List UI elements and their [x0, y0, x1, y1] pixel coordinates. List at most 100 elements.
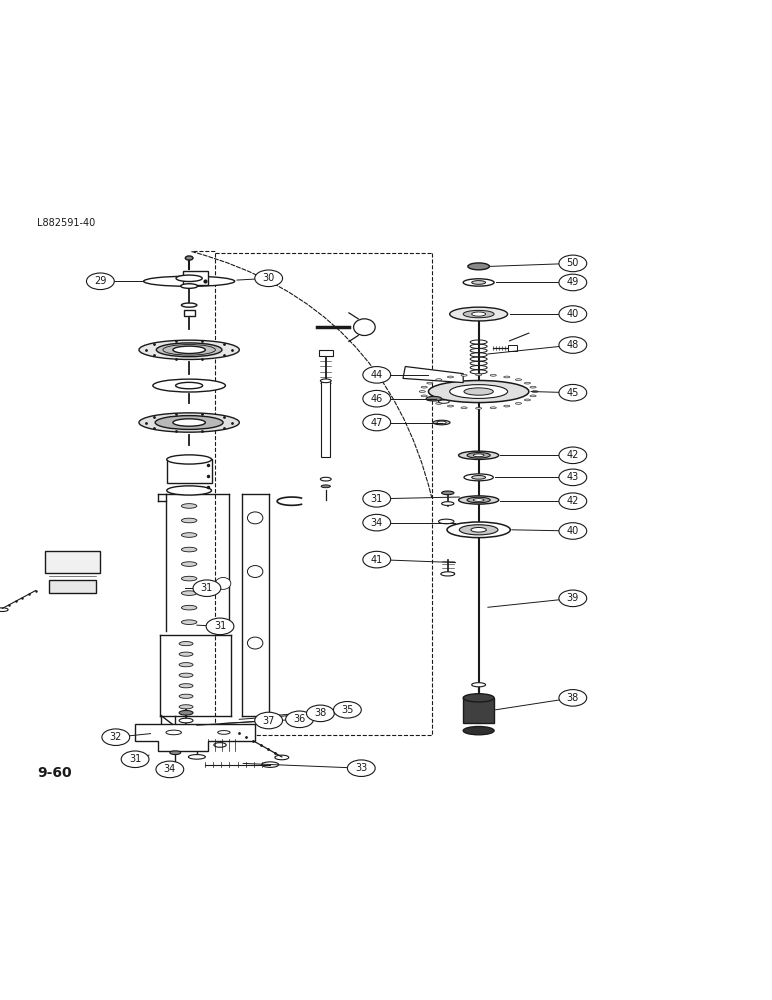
Ellipse shape: [559, 590, 587, 607]
Ellipse shape: [472, 312, 486, 316]
Ellipse shape: [449, 307, 508, 321]
Ellipse shape: [472, 683, 486, 687]
Ellipse shape: [155, 416, 223, 429]
Ellipse shape: [467, 497, 490, 503]
Ellipse shape: [255, 712, 283, 729]
Ellipse shape: [516, 402, 522, 404]
Ellipse shape: [218, 731, 230, 734]
Ellipse shape: [102, 729, 130, 745]
Ellipse shape: [181, 562, 197, 566]
Ellipse shape: [463, 310, 494, 318]
Text: 45: 45: [567, 388, 579, 398]
Ellipse shape: [179, 718, 193, 723]
Bar: [319, 350, 333, 356]
Ellipse shape: [559, 523, 587, 539]
Text: 41: 41: [371, 555, 383, 565]
Ellipse shape: [181, 576, 197, 581]
Ellipse shape: [86, 273, 114, 290]
Ellipse shape: [427, 399, 433, 401]
Ellipse shape: [176, 275, 202, 282]
Bar: [184, 310, 195, 316]
Ellipse shape: [170, 765, 181, 769]
Ellipse shape: [559, 469, 587, 486]
Ellipse shape: [206, 618, 234, 635]
Ellipse shape: [532, 391, 538, 392]
Text: 38: 38: [567, 693, 579, 703]
Bar: [183, 271, 208, 285]
Ellipse shape: [459, 496, 499, 504]
Ellipse shape: [447, 405, 453, 407]
Ellipse shape: [181, 533, 197, 537]
Ellipse shape: [144, 276, 235, 286]
Bar: [463, 698, 494, 723]
Ellipse shape: [447, 376, 453, 378]
Polygon shape: [135, 724, 255, 751]
Bar: [167, 459, 212, 483]
Polygon shape: [403, 366, 463, 383]
Ellipse shape: [181, 518, 197, 523]
Text: 40: 40: [567, 309, 579, 319]
Ellipse shape: [467, 453, 490, 458]
Ellipse shape: [173, 419, 205, 426]
Bar: [508, 345, 517, 351]
Ellipse shape: [435, 379, 442, 381]
Ellipse shape: [181, 591, 197, 595]
Ellipse shape: [459, 525, 498, 535]
Ellipse shape: [181, 620, 197, 624]
Ellipse shape: [476, 374, 482, 376]
Ellipse shape: [185, 256, 193, 260]
Ellipse shape: [524, 399, 530, 401]
Ellipse shape: [433, 420, 450, 425]
Ellipse shape: [559, 447, 587, 464]
Ellipse shape: [170, 751, 181, 755]
Ellipse shape: [139, 340, 239, 359]
Bar: [321, 381, 330, 457]
Text: 42: 42: [567, 496, 579, 506]
Text: L882591-40: L882591-40: [37, 218, 95, 228]
Ellipse shape: [320, 477, 331, 481]
Ellipse shape: [473, 454, 484, 457]
Ellipse shape: [468, 263, 489, 270]
Text: 35: 35: [341, 705, 354, 715]
Ellipse shape: [286, 711, 313, 728]
Text: 33: 33: [355, 763, 367, 773]
Ellipse shape: [419, 391, 425, 392]
Text: 37: 37: [262, 716, 275, 726]
Ellipse shape: [179, 652, 193, 656]
Ellipse shape: [179, 673, 193, 677]
Ellipse shape: [524, 382, 530, 384]
Ellipse shape: [181, 303, 197, 307]
Ellipse shape: [427, 382, 433, 384]
Ellipse shape: [503, 405, 510, 407]
Ellipse shape: [473, 499, 484, 501]
Text: 31: 31: [371, 494, 383, 504]
Ellipse shape: [459, 451, 499, 459]
Ellipse shape: [363, 414, 391, 431]
Ellipse shape: [179, 663, 193, 667]
Ellipse shape: [363, 367, 391, 383]
Text: 31: 31: [214, 621, 226, 631]
Ellipse shape: [559, 274, 587, 291]
Ellipse shape: [156, 761, 184, 778]
Ellipse shape: [321, 485, 330, 488]
Text: 36: 36: [293, 714, 306, 724]
Ellipse shape: [438, 519, 454, 524]
Ellipse shape: [490, 407, 496, 409]
Ellipse shape: [530, 395, 537, 397]
Ellipse shape: [471, 527, 486, 532]
Ellipse shape: [347, 760, 375, 776]
Ellipse shape: [435, 402, 442, 404]
Ellipse shape: [214, 743, 226, 747]
Text: 50: 50: [567, 258, 579, 268]
Ellipse shape: [181, 605, 197, 610]
Ellipse shape: [334, 702, 361, 718]
Ellipse shape: [175, 382, 202, 389]
Ellipse shape: [428, 380, 529, 403]
Text: 34: 34: [371, 518, 383, 528]
Ellipse shape: [181, 547, 197, 552]
Text: 32: 32: [110, 732, 122, 742]
Ellipse shape: [463, 727, 494, 735]
Text: 39: 39: [567, 593, 579, 603]
Text: 48: 48: [567, 340, 579, 350]
Ellipse shape: [464, 474, 493, 481]
